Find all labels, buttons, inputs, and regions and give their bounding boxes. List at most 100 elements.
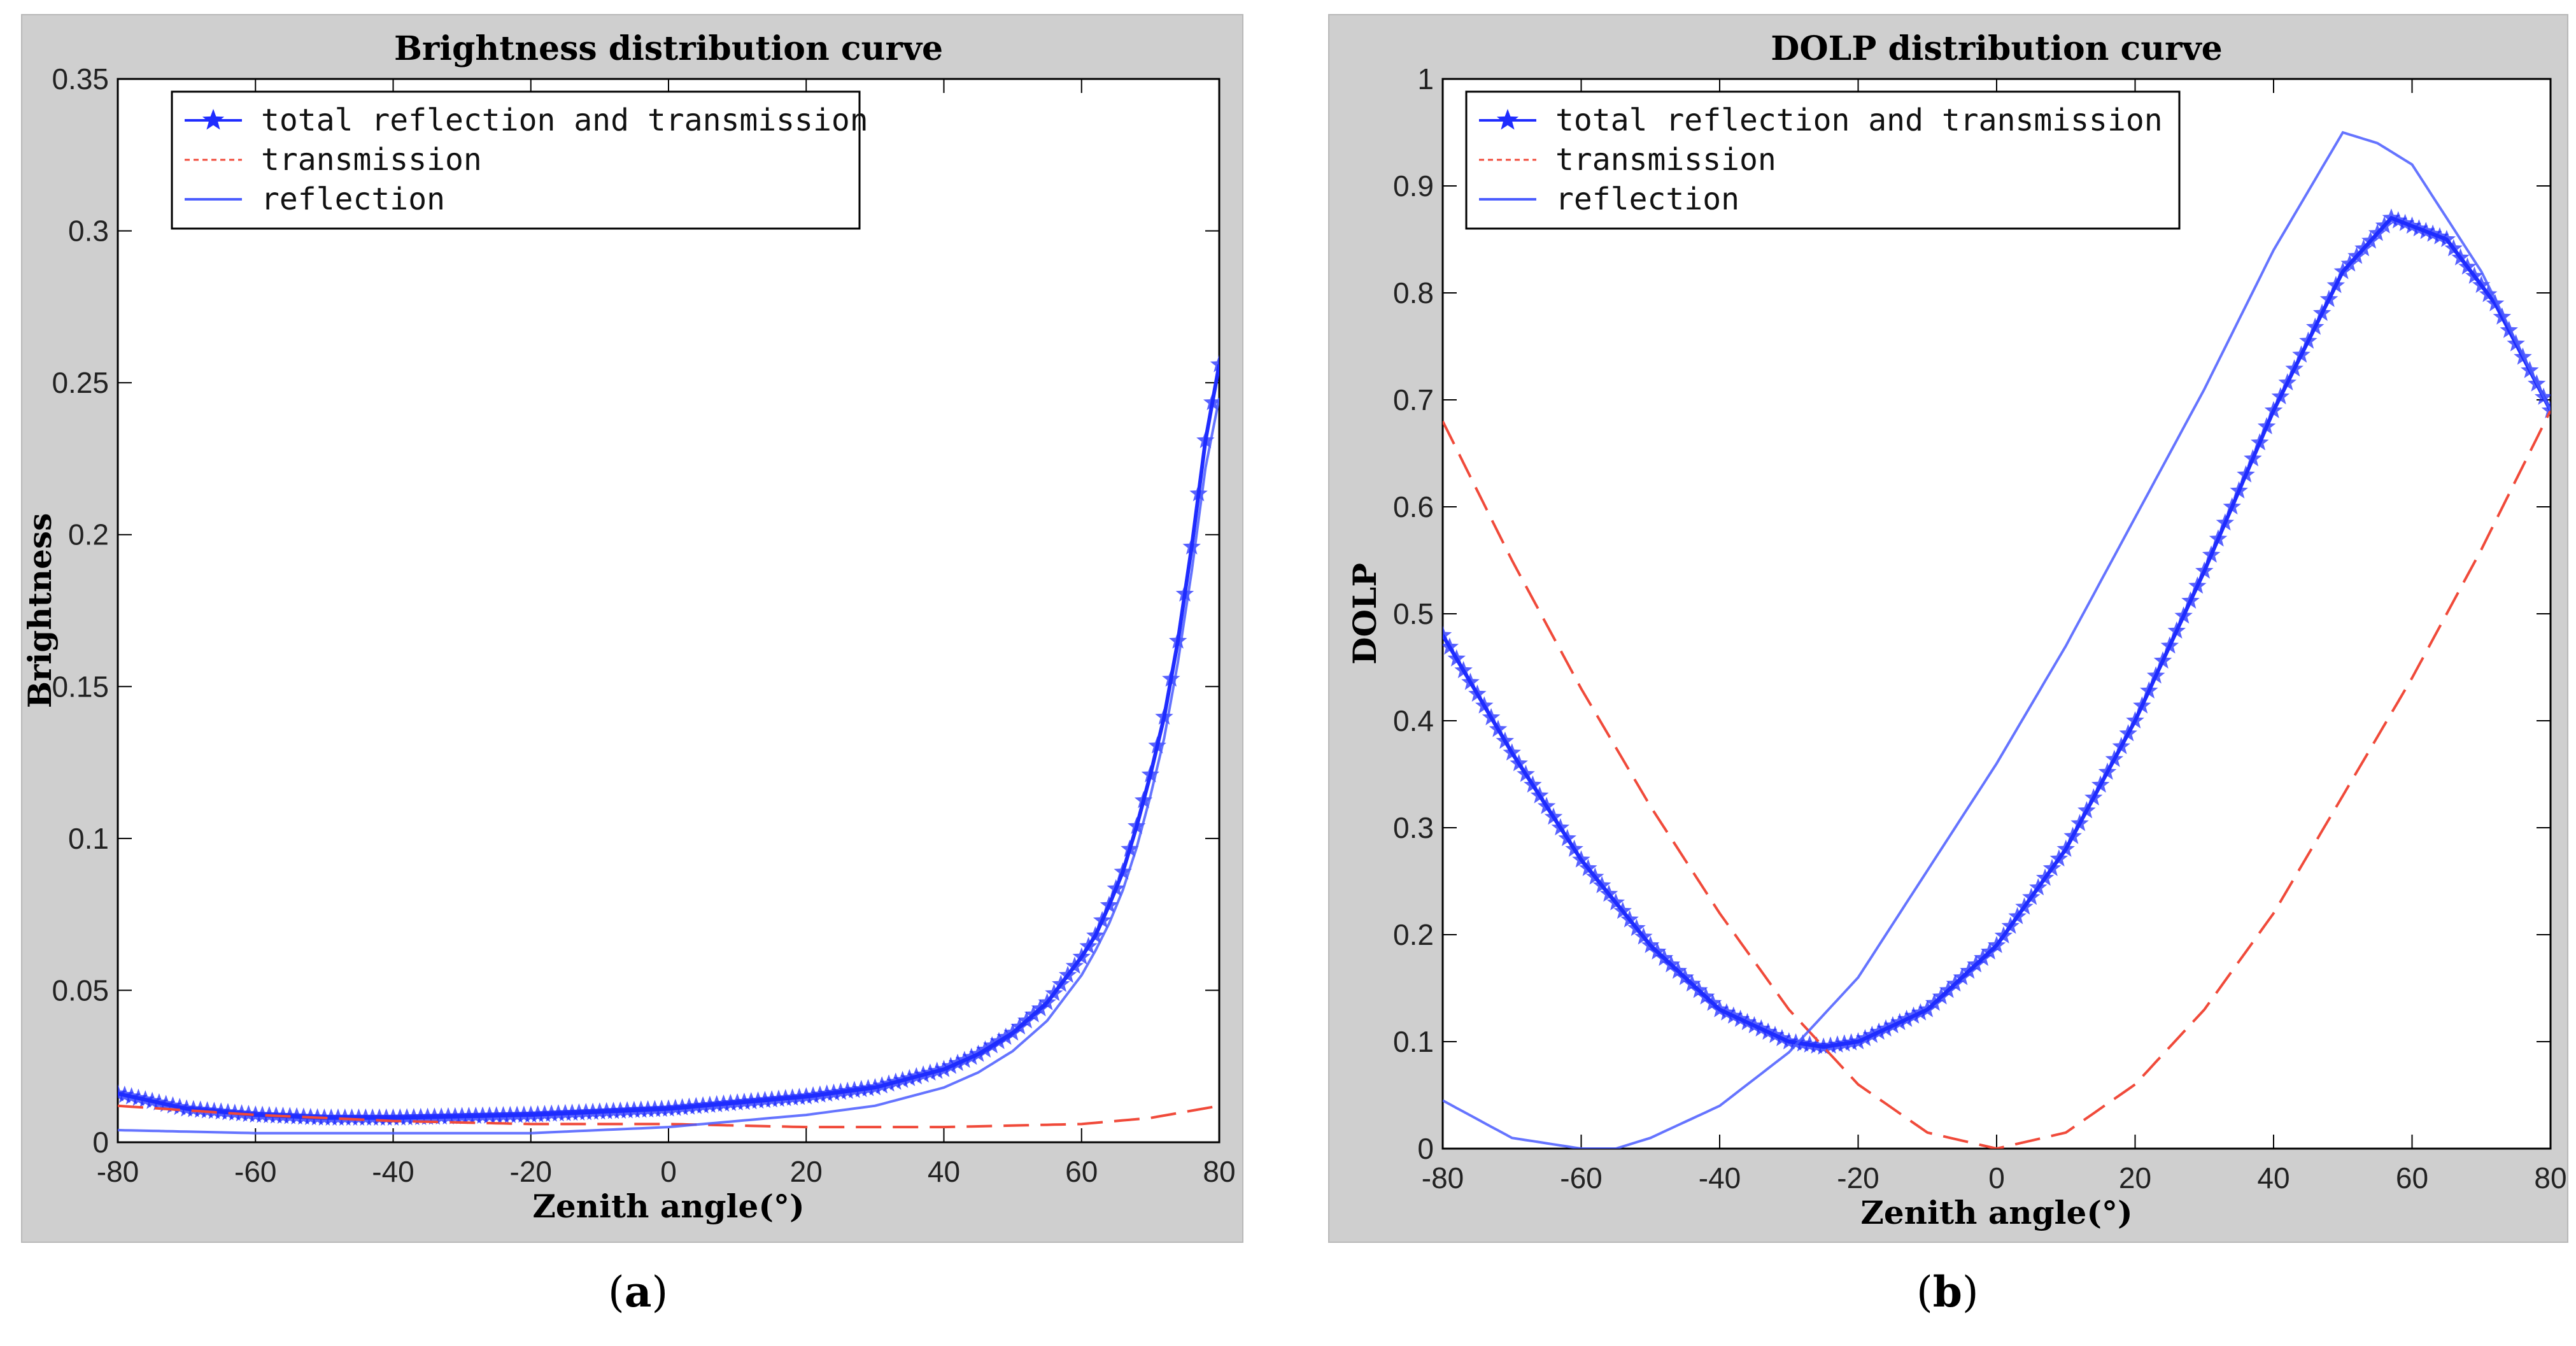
data-point-star (907, 1066, 926, 1085)
data-point-star (384, 1108, 402, 1126)
x-tick-label: -80 (1422, 1161, 1464, 1194)
data-point-star (336, 1108, 355, 1126)
data-point-star (2368, 223, 2387, 241)
data-point-star (639, 1100, 657, 1118)
data-point-star (1697, 987, 1715, 1005)
y-tick-label: 0.3 (68, 215, 109, 248)
chart-panel-a: Brightness distribution curve 0 0.05 0.1 0.1… (21, 14, 1243, 1243)
data-point-star (2451, 248, 2470, 266)
data-point-star (1974, 949, 1992, 967)
data-point-star (363, 1108, 382, 1126)
data-point-star (1932, 987, 1951, 1005)
data-point-star (852, 1080, 870, 1098)
caption-a: (a) (608, 1267, 669, 1317)
data-point-star (467, 1107, 485, 1124)
x-tick-label: -60 (234, 1155, 276, 1188)
data-point-star (2209, 529, 2228, 547)
data-point-star (397, 1108, 416, 1126)
data-point-star (2098, 762, 2117, 780)
data-point-star (411, 1107, 430, 1125)
data-point-star (1010, 1017, 1029, 1035)
data-point-star (1551, 818, 1570, 836)
y-tick-label: 0.8 (1393, 276, 1434, 309)
data-point-star (832, 1082, 850, 1100)
data-point-star (2271, 387, 2290, 405)
data-point-star (1876, 1019, 1895, 1037)
data-point-star (948, 1053, 967, 1072)
data-point-star (790, 1087, 809, 1105)
x-tick-label: 20 (2119, 1161, 2151, 1194)
data-point-star (2008, 907, 2027, 924)
data-point-star (2382, 208, 2401, 226)
data-point-star (1676, 968, 1694, 986)
data-point-star (590, 1102, 609, 1120)
data-point-star (1489, 719, 1508, 737)
data-point-star (487, 1106, 506, 1124)
data-point-star (872, 1076, 891, 1094)
data-point-star (1141, 765, 1160, 783)
x-tick-label: -40 (372, 1155, 414, 1188)
data-point-star (1134, 791, 1153, 809)
data-point-star (989, 1031, 1008, 1049)
data-point-star (762, 1090, 781, 1108)
data-point-star (996, 1027, 1016, 1045)
data-point-star (446, 1107, 465, 1124)
data-point-star (2347, 246, 2366, 264)
data-point-star (714, 1094, 733, 1112)
data-point-star (1641, 935, 1660, 953)
data-point-star (2244, 449, 2262, 467)
data-point-star (893, 1070, 912, 1088)
data-point-star (1849, 1032, 1867, 1050)
data-point-star (1524, 775, 1542, 793)
data-point-star (549, 1104, 568, 1122)
data-point-star (1586, 867, 1604, 885)
data-point-star (2423, 224, 2442, 242)
data-point-star (1168, 631, 1187, 649)
data-point-star (2105, 749, 2124, 767)
data-point-star (1752, 1019, 1771, 1037)
data-point-star (666, 1098, 685, 1116)
data-point-star (721, 1093, 740, 1112)
data-point-star (735, 1093, 754, 1110)
data-point-star (2091, 775, 2110, 793)
x-tick-label: -60 (1560, 1161, 1602, 1194)
data-point-star (2223, 497, 2241, 515)
data-point-star (1024, 1005, 1043, 1023)
data-point-star (1065, 956, 1084, 974)
data-point-star (982, 1036, 1001, 1054)
data-point-star (1045, 984, 1063, 1002)
data-point-star (928, 1061, 946, 1079)
data-point-star (473, 1106, 492, 1124)
y-axis-label: DOLP (1346, 563, 1384, 665)
data-point-star (2119, 724, 2137, 742)
data-point-star (1869, 1022, 1888, 1040)
x-tick-label: -20 (1837, 1161, 1879, 1194)
data-point-star (1121, 839, 1139, 857)
data-point-star (2230, 481, 2248, 499)
data-point-star (2375, 216, 2394, 234)
dolp-chart: DOLP distribution curve 0 0.1 0.2 0.3 0.4 0.5 0… (1346, 29, 2567, 1231)
data-point-star (1662, 955, 1681, 973)
y-axis-label: Brightness (22, 513, 59, 708)
y-tick-label: 0.6 (1393, 490, 1434, 523)
data-point-star (1531, 786, 1549, 804)
data-point-star (810, 1085, 830, 1103)
y-tick-label: 0.1 (68, 822, 109, 855)
data-point-star (507, 1105, 527, 1123)
data-point-star (1443, 625, 1452, 643)
y-tick-label: 0 (92, 1126, 109, 1159)
data-point-star (2472, 276, 2491, 294)
data-point-star (597, 1102, 616, 1119)
data-point-star (879, 1074, 898, 1092)
data-point-star (2063, 826, 2082, 844)
data-point-star (1890, 1012, 1909, 1030)
data-point-star (1454, 661, 1473, 679)
data-point-star (2112, 737, 2130, 754)
data-point-star (2292, 345, 2311, 363)
y-tick-label: 0.25 (52, 366, 109, 399)
data-point-star (2299, 331, 2318, 349)
data-point-star (783, 1088, 802, 1106)
data-point-star (1031, 999, 1050, 1017)
data-point-star (625, 1100, 644, 1118)
data-point-star (404, 1108, 423, 1126)
